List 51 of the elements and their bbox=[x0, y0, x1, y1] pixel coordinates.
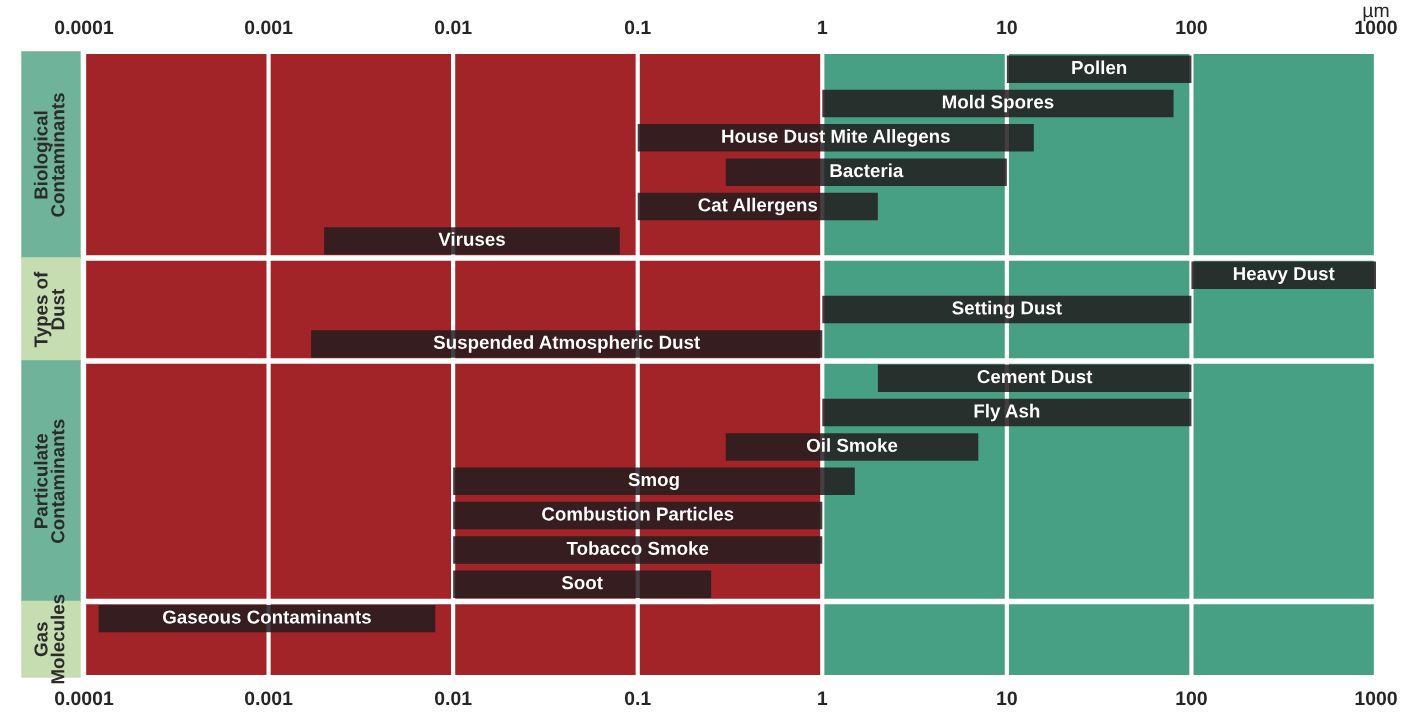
y-tick-label: Gaseous Contaminants bbox=[163, 609, 371, 624]
text: Biological Contaminants bbox=[33, 93, 65, 217]
text: Gas Molecules bbox=[34, 594, 65, 684]
y-tick-label: Smog bbox=[628, 472, 679, 490]
y-tick-label: Bacteria bbox=[830, 163, 904, 178]
bar bbox=[453, 536, 823, 564]
bar bbox=[822, 398, 1192, 427]
bar bbox=[324, 227, 620, 255]
y-tick-label: Viruses bbox=[438, 232, 505, 246]
bar bbox=[1191, 261, 1376, 289]
x-tick-label: 1 bbox=[818, 20, 828, 35]
y-tick-label: Pollen bbox=[1072, 60, 1127, 75]
x-tick-label: 100 bbox=[1176, 20, 1207, 35]
x-tick-label: 1000 bbox=[1355, 20, 1397, 35]
text: 1 bbox=[818, 691, 828, 705]
bar bbox=[877, 364, 1192, 392]
text: 0.01 bbox=[434, 691, 472, 706]
bar bbox=[822, 89, 1174, 118]
text: 0.0001 bbox=[55, 691, 114, 706]
y-tick-label: House Dust Mite Allegens bbox=[722, 129, 950, 147]
bar bbox=[725, 433, 979, 461]
x-tick-label: 0.001 bbox=[245, 20, 293, 35]
y-tick-label: Suspended Atmospheric Dust bbox=[433, 335, 700, 353]
x-tick-label: 0.0001 bbox=[55, 20, 114, 35]
bar bbox=[637, 124, 1034, 152]
text: Types of Dust bbox=[33, 271, 65, 348]
text: Particulate Contaminants bbox=[33, 419, 65, 543]
y-tick-label: Mold Spores bbox=[942, 94, 1054, 113]
x-tick-label: 0.1 bbox=[624, 20, 651, 35]
x-tick-label: 0.01 bbox=[434, 20, 472, 35]
y-tick-label: Tobacco Smoke bbox=[566, 541, 709, 555]
bar bbox=[822, 295, 1192, 324]
y-tick-label: Combustion Particles bbox=[542, 506, 734, 521]
text: 10 bbox=[997, 691, 1017, 706]
y-tick-label: Fly Ash bbox=[974, 403, 1040, 422]
bar bbox=[1006, 55, 1192, 83]
y-tick-label: Soot bbox=[561, 576, 603, 590]
text: 100 bbox=[1176, 691, 1207, 706]
bar bbox=[453, 467, 855, 495]
y-tick-label: Oil Smoke bbox=[806, 438, 898, 452]
x-tick-label: 10 bbox=[997, 20, 1017, 35]
bar bbox=[725, 158, 1007, 186]
y-tick-label: Heavy Dust bbox=[1233, 267, 1335, 284]
text: 0.001 bbox=[245, 691, 293, 706]
text: 1000 bbox=[1355, 691, 1397, 706]
bar bbox=[453, 570, 712, 599]
y-tick-label: Setting Dust bbox=[952, 300, 1062, 319]
y-tick-label: Cement Dust bbox=[977, 369, 1093, 384]
x-axis-title: µm bbox=[1363, 6, 1389, 22]
text: 0.1 bbox=[624, 691, 651, 706]
y-tick-label: Cat Allergens bbox=[698, 197, 818, 216]
